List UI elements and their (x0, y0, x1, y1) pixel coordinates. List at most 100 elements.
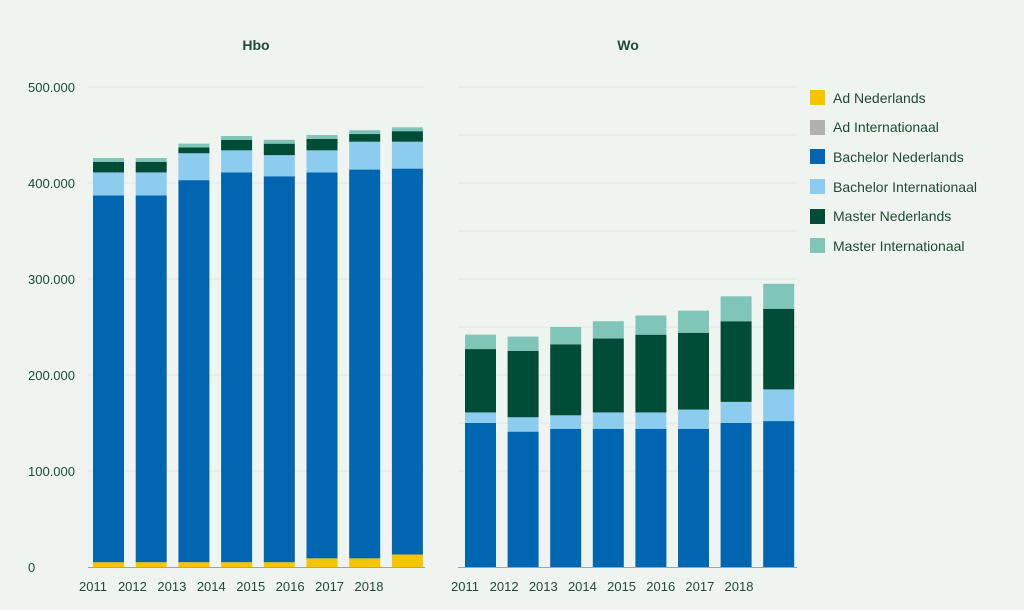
bar-hbo-2015-bachelor-nederlands (263, 176, 295, 563)
legend-item-master-internationaal: Master Internationaal (810, 231, 1020, 261)
bar-wo-2018-master-internationaal (763, 283, 795, 309)
y-tick-label-4: 400.000 (28, 176, 75, 191)
bar-wo-2015-bachelor-internationaal (635, 412, 667, 429)
bar-wo-2017-master-nederlands (720, 321, 752, 402)
bar-wo-2015-master-internationaal (635, 315, 667, 335)
bar-hbo-2017-bachelor-nederlands (349, 169, 381, 559)
y-tick-label-2: 200.000 (28, 368, 75, 383)
bar-wo-2016-bachelor-nederlands (678, 428, 709, 567)
x-tick-label-hbo-2015: 2015 (236, 579, 265, 594)
bar-hbo-2014-master-nederlands (221, 139, 253, 151)
legend-item-bachelor-nederlands: Bachelor Nederlands (810, 142, 1020, 172)
legend-label-bachelor-nederlands: Bachelor Nederlands (833, 148, 964, 165)
bar-hbo-2016-master-internationaal (306, 135, 338, 139)
bar-hbo-2011-ad-nederlands (93, 562, 124, 567)
bar-wo-2014-master-internationaal (592, 321, 624, 339)
bar-wo-2014-bachelor-nederlands (592, 428, 624, 567)
bar-wo-2011-master-nederlands (465, 349, 496, 413)
bar-hbo-2013-bachelor-internationaal (178, 153, 210, 181)
bar-hbo-2013-master-internationaal (178, 143, 210, 148)
bar-hbo-2017-ad-nederlands (349, 558, 381, 567)
bar-wo-2012-master-nederlands (507, 351, 539, 418)
bar-hbo-2018-bachelor-nederlands (391, 168, 423, 555)
bar-wo-2013-bachelor-nederlands (550, 428, 582, 567)
panel-title-hbo: Hbo (242, 37, 269, 53)
bar-hbo-2014-bachelor-nederlands (221, 172, 253, 563)
bar-wo-2011-bachelor-internationaal (465, 412, 496, 423)
x-tick-label-wo-2018: 2018 (725, 579, 754, 594)
bar-wo-2012-bachelor-nederlands (507, 431, 539, 567)
bar-hbo-2017-master-nederlands (349, 134, 381, 142)
bar-wo-2017-bachelor-nederlands (720, 423, 752, 567)
x-tick-label-wo-2017: 2017 (685, 579, 714, 594)
bar-hbo-2015-master-internationaal (263, 139, 295, 144)
legend-swatch-ad-internationaal (810, 119, 825, 135)
legend-item-ad-internationaal: Ad Internationaal (810, 113, 1020, 143)
bar-hbo-2012-master-nederlands (135, 161, 167, 173)
x-tick-label-hbo-2018: 2018 (355, 579, 384, 594)
bar-hbo-2015-master-nederlands (263, 143, 295, 156)
x-tick-label-hbo-2014: 2014 (197, 579, 226, 594)
bar-hbo-2014-ad-nederlands (221, 562, 253, 567)
x-tick-label-wo-2014: 2014 (568, 579, 597, 594)
bar-hbo-2015-bachelor-internationaal (263, 155, 295, 177)
bar-wo-2018-master-nederlands (763, 308, 795, 390)
x-tick-label-hbo-2016: 2016 (276, 579, 305, 594)
bar-hbo-2016-master-nederlands (306, 138, 338, 151)
legend-swatch-master-internationaal (810, 238, 825, 254)
bar-wo-2013-master-internationaal (550, 327, 582, 345)
bar-wo-2011-master-internationaal (465, 334, 496, 350)
bar-wo-2017-bachelor-internationaal (720, 401, 752, 423)
x-tick-label-wo-2015: 2015 (607, 579, 636, 594)
bar-hbo-2011-bachelor-nederlands (93, 195, 124, 563)
bar-hbo-2016-bachelor-internationaal (306, 150, 338, 173)
y-tick-label-0: 0 (28, 560, 35, 575)
bar-hbo-2013-ad-nederlands (178, 562, 210, 567)
legend-swatch-master-nederlands (810, 208, 825, 224)
bar-hbo-2013-master-nederlands (178, 147, 210, 154)
legend-label-master-internationaal: Master Internationaal (833, 237, 965, 254)
panel-title-wo: Wo (617, 37, 639, 53)
bar-hbo-2016-ad-nederlands (306, 558, 338, 567)
bar-wo-2013-master-nederlands (550, 344, 582, 416)
y-tick-label-5: 500.000 (28, 80, 75, 95)
bar-hbo-2018-master-internationaal (391, 127, 423, 132)
bar-hbo-2013-bachelor-nederlands (178, 180, 210, 563)
x-tick-label-hbo-2017: 2017 (315, 579, 344, 594)
bar-wo-2014-master-nederlands (592, 338, 624, 413)
x-tick-label-hbo-2013: 2013 (157, 579, 186, 594)
bar-wo-2016-master-internationaal (678, 310, 709, 333)
legend-label-ad-internationaal: Ad Internationaal (833, 119, 939, 136)
bar-hbo-2012-master-internationaal (135, 158, 167, 162)
legend-label-ad-nederlands: Ad Nederlands (833, 89, 926, 106)
bar-hbo-2014-bachelor-internationaal (221, 150, 253, 173)
legend-label-master-nederlands: Master Nederlands (833, 208, 952, 225)
x-tick-label-wo-2012: 2012 (490, 579, 519, 594)
bar-wo-2013-bachelor-internationaal (550, 415, 582, 429)
y-tick-label-1: 100.000 (28, 464, 75, 479)
x-tick-label-hbo-2011: 2011 (79, 579, 107, 594)
bar-hbo-2018-master-nederlands (391, 131, 423, 142)
bar-wo-2018-bachelor-nederlands (763, 421, 795, 567)
bar-hbo-2016-bachelor-nederlands (306, 172, 338, 559)
legend-label-bachelor-internationaal: Bachelor Internationaal (833, 178, 977, 195)
bar-hbo-2011-master-internationaal (93, 158, 124, 162)
x-tick-label-wo-2011: 2011 (451, 579, 479, 594)
legend-item-master-nederlands: Master Nederlands (810, 201, 1020, 231)
legend-swatch-bachelor-internationaal (810, 179, 825, 195)
bar-hbo-2012-bachelor-nederlands (135, 195, 167, 563)
x-tick-label-wo-2016: 2016 (646, 579, 675, 594)
legend-swatch-ad-nederlands (810, 90, 825, 106)
y-tick-label-3: 300.000 (28, 272, 75, 287)
x-tick-label-hbo-2012: 2012 (118, 579, 147, 594)
bar-hbo-2011-master-nederlands (93, 161, 124, 173)
bar-wo-2012-master-internationaal (507, 336, 539, 351)
bar-wo-2011-bachelor-nederlands (465, 423, 496, 567)
legend-item-bachelor-internationaal: Bachelor Internationaal (810, 172, 1020, 202)
legend: Ad Nederlands Ad Internationaal Bachelor… (810, 83, 1020, 261)
bar-hbo-2018-ad-nederlands (391, 554, 423, 567)
legend-swatch-bachelor-nederlands (810, 149, 825, 165)
bar-hbo-2012-bachelor-internationaal (135, 172, 167, 196)
